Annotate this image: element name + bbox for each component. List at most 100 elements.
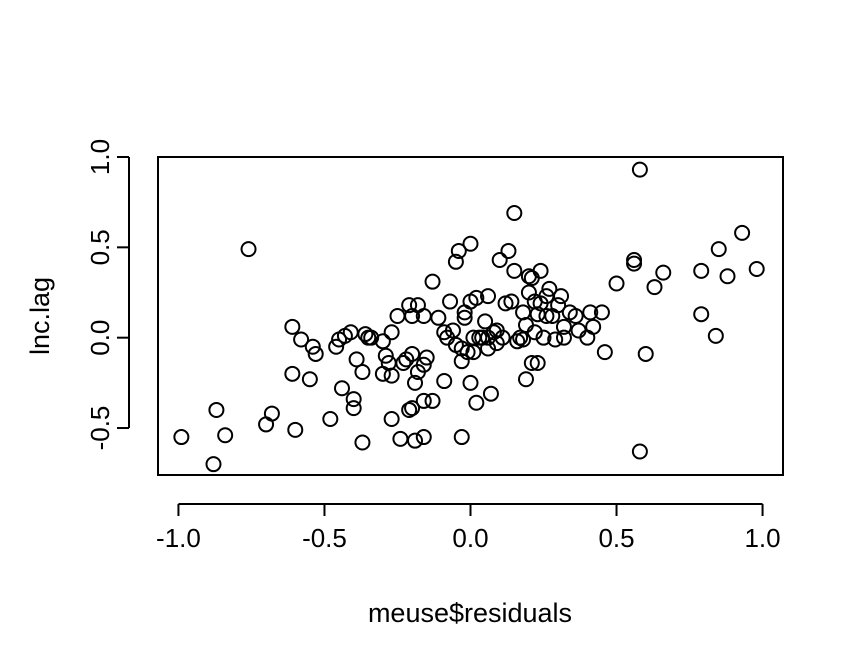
data-point [208,401,225,418]
data-point [401,401,418,418]
data-point [217,427,234,444]
data-point [205,456,222,473]
data-point [307,345,324,362]
data-point [383,367,400,384]
x-tick-label: 0.0 [452,523,488,553]
y-tick-label: -0.5 [85,406,115,451]
data-point [582,304,599,321]
data-point [348,351,365,368]
data-point [456,309,473,326]
data-point [415,429,432,446]
data-point [354,434,371,451]
data-point [491,251,508,268]
data-point [450,242,467,259]
data-point [354,364,371,381]
data-point [345,391,362,408]
y-axis-label: lnc.lag [25,277,55,355]
data-point [377,347,394,364]
data-point [468,394,485,411]
data-point [535,329,552,346]
data-point [547,331,564,348]
data-point [608,275,625,292]
data-point [585,318,602,335]
data-point [415,356,432,373]
data-point [517,317,534,334]
data-point [383,324,400,341]
data-point [468,289,485,306]
data-point [550,297,567,314]
x-tick-label: -0.5 [302,523,347,553]
data-point [523,354,540,371]
data-point [345,400,362,417]
data-point [453,429,470,446]
data-point [424,392,441,409]
data-point [719,268,736,285]
data-point [646,279,663,296]
data-point [532,262,549,279]
data-point [284,365,301,382]
data-point [333,380,350,397]
data-point [293,331,310,348]
data-point [631,443,648,460]
data-point [263,405,280,422]
data-point [442,293,459,310]
data-point [301,371,318,388]
data-point [459,344,476,361]
data-point [430,309,447,326]
data-point [655,264,672,281]
data-point [482,385,499,402]
x-tick-label: -1.0 [156,523,201,553]
data-point [407,374,424,391]
data-point [480,288,497,305]
data-point [494,329,511,346]
data-point [693,262,710,279]
data-point [503,293,520,310]
data-point [401,297,418,314]
data-point [383,410,400,427]
data-point [304,338,321,355]
data-point [596,344,613,361]
data-point [734,224,751,241]
data-point [570,322,587,339]
data-point [462,374,479,391]
y-axis: -0.5 0.0 0.5 1.0 [85,139,130,451]
y-tick-label: 0.0 [85,320,115,356]
y-tick-label: 0.5 [85,229,115,265]
plot-frame [157,156,784,476]
data-point [447,253,464,270]
data-points [173,161,765,473]
data-point [363,329,380,346]
data-point [555,318,572,335]
data-point [173,429,190,446]
data-point [500,242,517,259]
data-point [392,430,409,447]
data-point [526,324,543,341]
data-point [626,255,643,272]
data-point [462,235,479,252]
data-point [436,373,453,390]
data-point [512,329,529,346]
y-tick-label: 1.0 [85,139,115,175]
data-point [506,262,523,279]
data-point [593,304,610,321]
data-point [485,324,502,341]
data-point [631,161,648,178]
data-point [389,308,406,324]
data-point [328,338,345,355]
data-point [515,331,532,348]
x-axis: -1.0 -0.5 0.0 0.5 1.0 [156,503,781,553]
data-point [404,400,421,417]
data-point [538,308,555,324]
data-point [506,205,523,222]
x-tick-label: 1.0 [744,523,780,553]
data-point [480,340,497,357]
data-point [477,313,494,330]
data-point [553,288,570,305]
data-point [322,410,339,427]
data-point [529,354,546,371]
data-point [710,241,727,258]
data-point [415,392,432,409]
data-point [407,432,424,449]
data-point [693,306,710,323]
